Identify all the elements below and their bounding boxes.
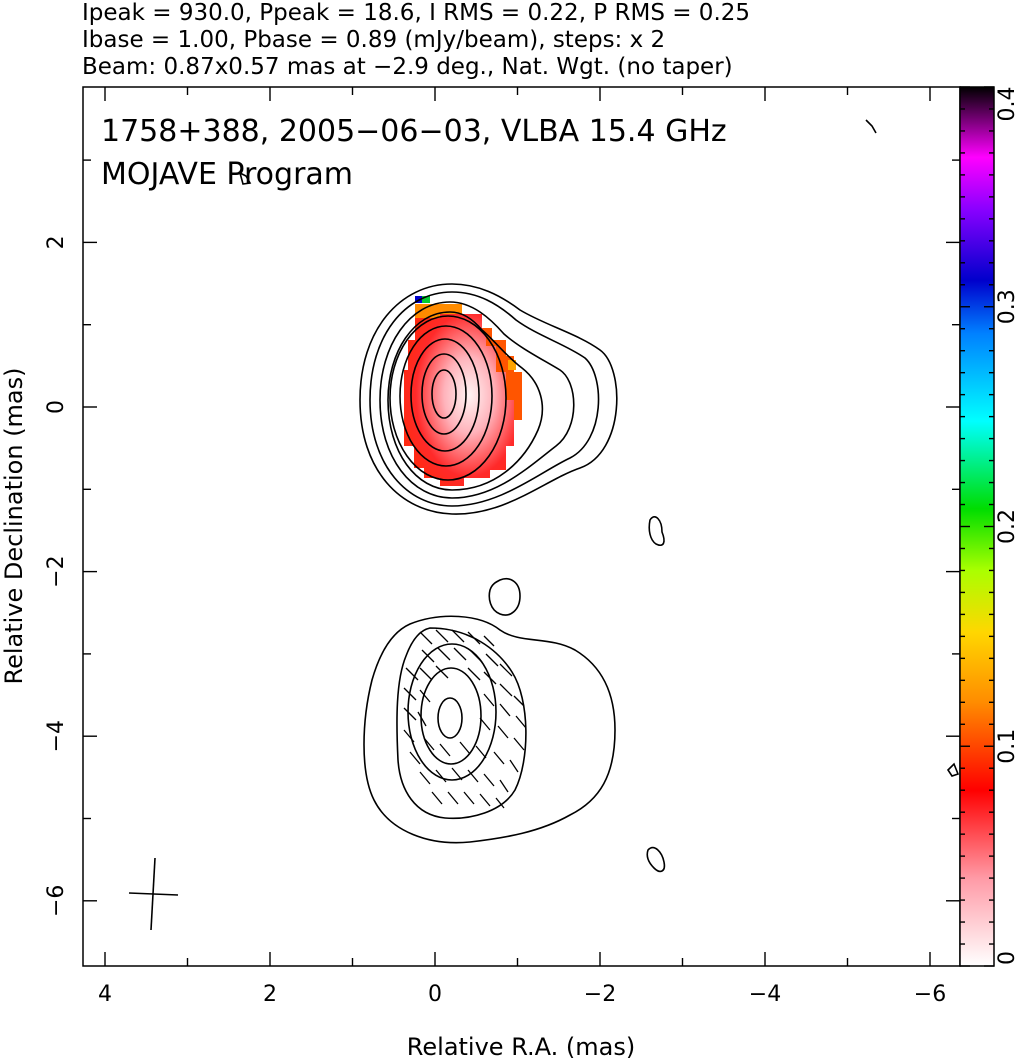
plot-area: [128, 119, 960, 931]
y-tick-label: −2: [44, 555, 69, 587]
plot-title: 1758+388, 2005−06−03, VLBA 15.4 GHz: [101, 114, 727, 149]
y-tick-label: −6: [44, 885, 69, 917]
x-tick-label: −2: [584, 982, 616, 1007]
x-axis-label: Relative R.A. (mas): [407, 1033, 635, 1061]
header-line-3: Beam: 0.87x0.57 mas at −2.9 deg., Nat. W…: [82, 54, 733, 80]
header-line-2: Ibase = 1.00, Pbase = 0.89 (mJy/beam), s…: [82, 27, 665, 53]
contours-core: [359, 283, 618, 515]
x-tick-label: −4: [749, 982, 781, 1007]
colorbar-tick-label: 0.3: [995, 289, 1020, 324]
colorbar-tick-label: 0.1: [995, 729, 1020, 764]
axis-tick-labels: 4 2 0 −2 −4 −6 2 0 −2 −4 −6: [44, 235, 946, 1007]
y-axis-label: Relative Declination (mas): [0, 367, 28, 684]
colorbar-tick-label: 0: [995, 951, 1020, 965]
y-tick-label: 0: [44, 400, 69, 414]
plot-subtitle: MOJAVE Program: [101, 157, 353, 192]
colorbar-tick-label: 0.4: [995, 87, 1020, 122]
header-line-1: Ipeak = 930.0, Ppeak = 18.6, I RMS = 0.2…: [82, 0, 750, 26]
colorbar-tick-labels: 0 0.1 0.2 0.3 0.4: [995, 87, 1020, 966]
x-tick-label: 4: [98, 982, 112, 1007]
y-tick-label: −4: [44, 720, 69, 752]
x-tick-label: 0: [428, 982, 442, 1007]
x-tick-label: 2: [263, 982, 277, 1007]
y-tick-label: 2: [44, 235, 69, 249]
contours-small: [238, 119, 960, 873]
beam-marker: [128, 857, 179, 931]
axis-ticks: [83, 87, 960, 966]
colorbar-ticks: [960, 86, 994, 967]
x-tick-label: −6: [914, 982, 946, 1007]
polarization-vectors: [403, 629, 527, 809]
plot-frame: [82, 86, 961, 967]
colorbar-tick-label: 0.2: [995, 509, 1020, 544]
